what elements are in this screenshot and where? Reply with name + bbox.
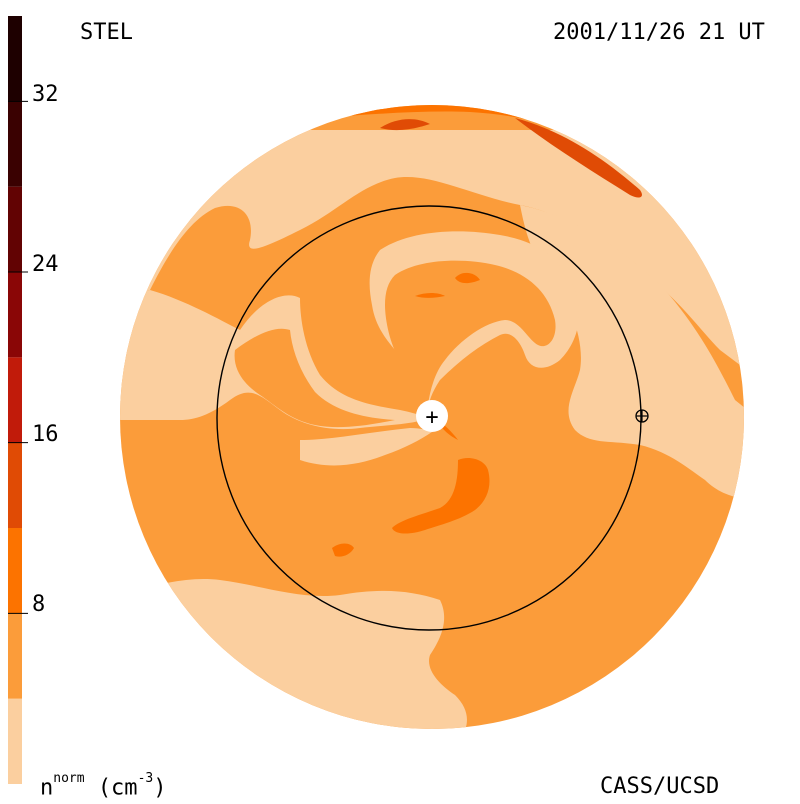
instrument-label: STEL	[80, 20, 133, 45]
unit-rest: (cm	[97, 775, 138, 801]
red-region-lower-small	[332, 543, 354, 557]
light-region-outer-arc	[120, 130, 744, 380]
colorbar-level	[8, 272, 22, 358]
earth-marker-icon	[635, 409, 649, 423]
unit-exponent: -3	[137, 771, 154, 786]
red-region-swirl-streak	[415, 293, 445, 298]
colorbar-level	[8, 442, 22, 528]
light-region-right-arc	[520, 205, 744, 500]
unit-close: )	[153, 775, 167, 801]
sun-symbol: +	[425, 405, 438, 430]
credit-label: CASS/UCSD	[600, 774, 720, 799]
red-region-top	[515, 118, 642, 198]
light-region-center-streak	[300, 428, 432, 466]
sun-marker: +	[416, 400, 448, 432]
colorbar-tick-label: 8	[32, 592, 46, 617]
light-region-bottom	[120, 579, 467, 729]
unit-base: n	[40, 775, 54, 801]
datetime-label: 2001/11/26 21 UT	[553, 20, 765, 45]
red-region-swirl-dot	[455, 272, 480, 284]
unit-superscript: norm	[53, 771, 85, 786]
colorbar-tick-label: 32	[32, 82, 59, 107]
red-region-lower-center	[392, 458, 490, 534]
colorbar-tick-label: 24	[32, 252, 59, 277]
colorbar-level	[8, 101, 22, 187]
light-region-top-pocket	[330, 151, 450, 167]
earth-orbit-circle	[216, 205, 642, 631]
colorbar-level	[8, 613, 22, 699]
colorbar-level	[8, 698, 22, 784]
colorbar-level	[8, 528, 22, 614]
orange-region-left-inner	[234, 328, 395, 428]
red-region-top-small	[380, 119, 430, 131]
colorbar-level	[8, 357, 22, 443]
colorbar-unit-label: nnorm (cm-3)	[40, 772, 167, 801]
colorbar-tick-label: 16	[32, 422, 59, 447]
colorbar-level	[8, 186, 22, 272]
colorbar	[8, 16, 28, 784]
colorbar-level	[8, 16, 22, 102]
